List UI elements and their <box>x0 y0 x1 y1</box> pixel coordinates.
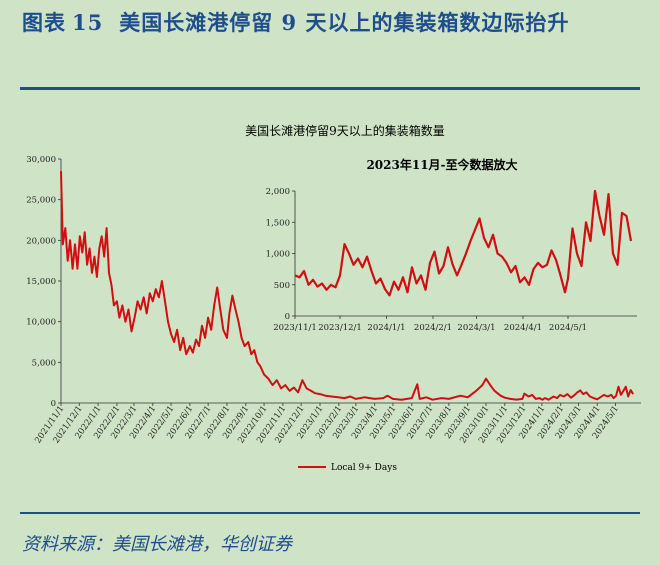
inset-x-tick-label: 2023/12/1 <box>318 323 362 333</box>
inset-axes: 0 500 1,000 1,500 2,000 2023/11/1 2023/12/1 202… <box>266 187 637 333</box>
main-axes: 05,00010,00015,00020,00025,00030,0002021… <box>26 155 641 445</box>
inset-y-tick-label: 1,000 <box>266 250 290 260</box>
main-chart-title: 美国长滩港停留9天以上的集装箱数量 <box>245 123 445 138</box>
inset-series-line <box>294 189 633 297</box>
inset-x-tick-label: 2024/4/1 <box>504 323 542 333</box>
figure-title: 图表 15 美国长滩港停留 9 天以上的集装箱数边际抬升 <box>22 6 642 39</box>
top-rule <box>20 87 640 90</box>
legend-label: Local 9+ Days <box>331 463 397 473</box>
figure-number: 15 <box>72 10 104 35</box>
main-y-tick-label: 30,000 <box>26 155 56 165</box>
source-note: 资料来源：美国长滩港，华创证券 <box>22 534 292 555</box>
inset-y-tick-label: 0 <box>285 312 290 322</box>
legend: Local 9+ Days <box>298 463 397 473</box>
inset-x-tick-label: 2024/5/1 <box>549 323 587 333</box>
main-y-tick-label: 0 <box>51 399 56 409</box>
main-y-tick-label: 20,000 <box>26 236 56 246</box>
bottom-rule <box>20 512 640 514</box>
main-series-line <box>60 171 634 401</box>
inset-x-tick-label: 2024/2/1 <box>414 323 452 333</box>
chart-area: 美国长滩港停留9天以上的集装箱数量 0 5,000 10,000 15,000 20,0… <box>26 123 641 473</box>
inset-x-tick-label: 2024/1/1 <box>367 323 405 333</box>
figure-caption: 美国长滩港停留 9 天以上的集装箱数边际抬升 <box>119 10 570 35</box>
figure-label: 图表 <box>22 10 66 35</box>
main-y-tick-label: 15,000 <box>26 277 56 287</box>
inset-y-tick-label: 500 <box>274 281 290 291</box>
inset-chart-title: 2023年11月-至今数据放大 <box>366 157 517 172</box>
inset-y-tick-label: 1,500 <box>266 218 290 228</box>
main-y-tick-label: 5,000 <box>32 358 56 368</box>
inset-x-tick-label: 2023/11/1 <box>273 323 317 333</box>
inset-y-tick-label: 2,000 <box>266 187 290 197</box>
main-y-tick-label: 25,000 <box>26 196 56 206</box>
inset-x-tick-label: 2024/3/1 <box>457 323 495 333</box>
main-y-tick-label: 10,000 <box>26 318 56 328</box>
